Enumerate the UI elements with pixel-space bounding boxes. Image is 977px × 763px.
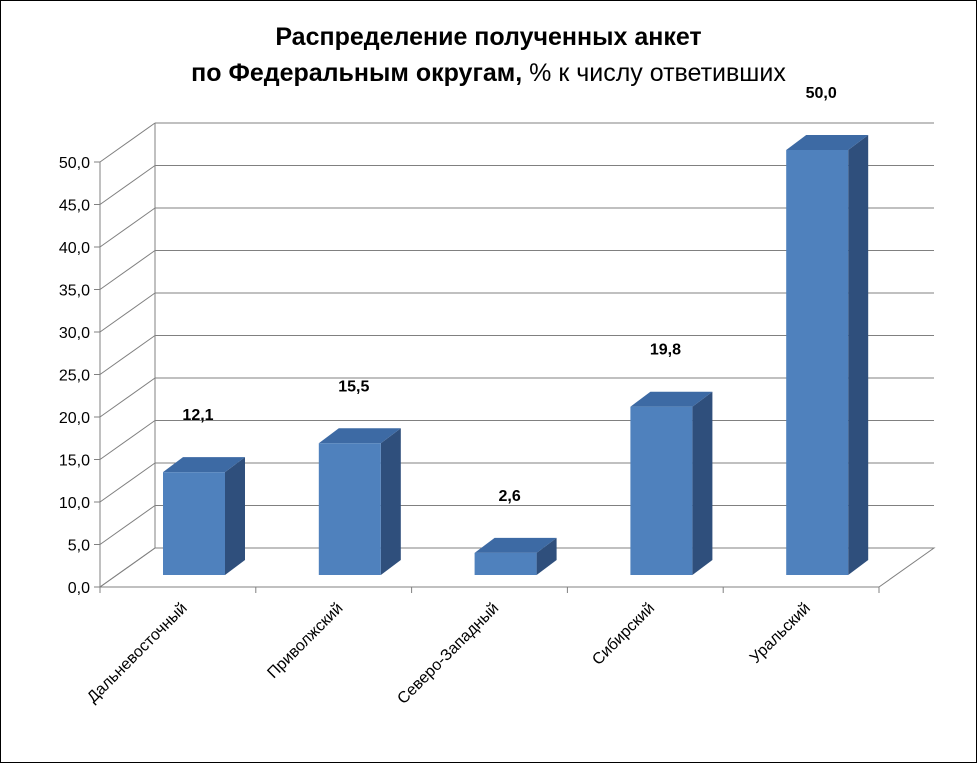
chart-title-line2-normal: % к числу ответивших xyxy=(522,59,786,87)
gridline-side xyxy=(99,420,156,460)
x-tick-label: Дальневосточный xyxy=(84,600,191,707)
y-tick-label: 45,0 xyxy=(59,198,90,215)
y-tick-label: 40,0 xyxy=(59,240,90,257)
gridline-side xyxy=(99,207,156,248)
bar-top xyxy=(474,537,557,553)
bar-top xyxy=(318,428,401,444)
gridline-side xyxy=(99,122,156,163)
gridline-side xyxy=(99,377,156,418)
chart-title: Распределение полученных анкет по Федера… xyxy=(1,19,976,91)
bar xyxy=(630,406,693,575)
data-label: 50,0 xyxy=(806,85,837,102)
bar-side xyxy=(692,391,713,575)
bar-top xyxy=(630,391,713,407)
chart-title-line2-bold: по Федеральным округам, xyxy=(191,59,523,87)
data-label: 12,1 xyxy=(182,407,213,424)
gridline-side xyxy=(99,292,156,333)
y-tick-label: 10,0 xyxy=(59,495,90,512)
bar-top xyxy=(786,135,869,150)
bar xyxy=(786,150,849,575)
gridline-side xyxy=(99,335,156,375)
bar-side xyxy=(225,457,245,575)
y-tick-label: 50,0 xyxy=(59,155,90,172)
y-tick-label: 25,0 xyxy=(59,368,90,385)
bar xyxy=(318,443,381,575)
y-tick-label: 0,0 xyxy=(68,580,90,597)
chart-title-line2: по Федеральным округам, % к числу ответи… xyxy=(1,55,976,91)
y-tick-label: 5,0 xyxy=(68,538,90,555)
gridline-side xyxy=(99,505,156,545)
x-tick-label: Уральский xyxy=(747,600,814,667)
y-tick-label: 20,0 xyxy=(59,410,90,427)
x-tick-label: Приволжский xyxy=(264,600,346,682)
gridline-side xyxy=(99,462,156,503)
x-tick-label: Северо-Западный xyxy=(394,600,502,708)
data-label: 19,8 xyxy=(650,342,681,359)
bar-side xyxy=(380,428,401,575)
x-tick-label: Сибирский xyxy=(589,600,658,669)
y-tick-label: 30,0 xyxy=(59,325,90,342)
bar xyxy=(163,472,225,575)
y-tick-label: 15,0 xyxy=(59,453,90,470)
bar-side xyxy=(848,135,869,575)
data-label: 15,5 xyxy=(338,378,369,395)
chart-title-line1: Распределение полученных анкет xyxy=(275,23,702,51)
bar-side xyxy=(536,537,557,575)
gridline-side xyxy=(99,250,156,290)
data-label: 2,6 xyxy=(498,488,520,505)
gridline-side xyxy=(99,165,156,205)
y-tick-label: 35,0 xyxy=(59,283,90,300)
bar-top xyxy=(163,457,245,473)
bar xyxy=(474,552,537,575)
